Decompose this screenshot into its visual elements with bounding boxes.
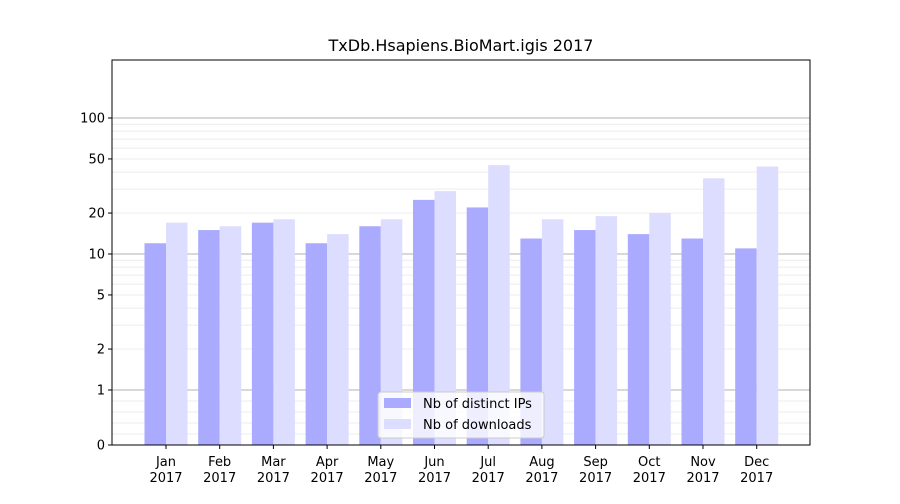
bar-downloads — [273, 219, 295, 445]
bar-ips — [735, 248, 757, 445]
x-tick-label-month: Nov — [690, 455, 716, 470]
bar-layer — [144, 165, 779, 446]
bar-downloads — [380, 219, 403, 445]
x-tick-label-year: 2017 — [633, 471, 666, 486]
x-tick-label-month: Feb — [208, 455, 231, 470]
x-tick-label-month: May — [367, 455, 394, 470]
chart-title: TxDb.Hsapiens.BioMart.igis 2017 — [328, 36, 594, 55]
bar-ips — [574, 230, 596, 445]
x-tick-label-month: Jul — [479, 455, 496, 470]
bar-ips — [681, 238, 703, 445]
y-axis: 0 1 2 5 10 20 50 100 — [80, 112, 112, 454]
y-tick-label: 50 — [88, 152, 105, 167]
legend-box — [377, 391, 545, 439]
x-tick-label-year: 2017 — [149, 471, 182, 486]
x-tick-label-month: Aug — [529, 455, 554, 470]
y-tick-label: 1 — [97, 384, 105, 399]
legend: Nb of distinct IPs Nb of downloads — [377, 391, 545, 439]
bar-ips — [359, 226, 381, 445]
x-tick-label-month: Mar — [261, 455, 286, 470]
legend-label: Nb of downloads — [423, 418, 532, 433]
y-tick-label: 100 — [80, 112, 105, 127]
x-tick-label-year: 2017 — [418, 471, 451, 486]
bar-ips — [144, 243, 166, 445]
bar-downloads — [541, 219, 564, 445]
y-tick-label: 0 — [97, 439, 105, 454]
bar-downloads — [649, 213, 671, 445]
x-tick-label-year: 2017 — [525, 471, 558, 486]
bar-ips — [413, 199, 435, 445]
x-axis: Jan2017Feb2017Mar2017Apr2017May2017Jun20… — [149, 445, 773, 486]
y-tick-label: 20 — [88, 207, 105, 222]
bar-downloads — [595, 216, 618, 445]
bar-downloads — [327, 234, 349, 445]
x-tick-label-year: 2017 — [579, 471, 612, 486]
legend-swatch — [384, 419, 411, 429]
y-tick-label: 5 — [97, 288, 105, 303]
legend-swatch — [384, 398, 411, 408]
x-tick-label-month: Jan — [155, 455, 176, 470]
bar-ips — [305, 243, 328, 445]
bar-ips — [466, 207, 489, 445]
x-tick-label-year: 2017 — [257, 471, 290, 486]
bar-downloads — [434, 191, 456, 445]
y-tick-label: 10 — [88, 248, 105, 263]
x-tick-label-year: 2017 — [364, 471, 397, 486]
x-tick-label-year: 2017 — [472, 471, 505, 486]
bar-downloads — [488, 165, 510, 446]
x-tick-label-year: 2017 — [686, 471, 719, 486]
plot-frame — [111, 59, 811, 446]
bar-ips — [627, 234, 650, 445]
x-tick-label-month: Sep — [583, 455, 608, 470]
bar-ips — [198, 230, 220, 445]
x-tick-label-month: Oct — [638, 455, 660, 470]
x-tick-label-month: Jun — [423, 455, 444, 470]
x-tick-label-month: Apr — [316, 455, 339, 470]
y-tick-label: 2 — [97, 343, 105, 358]
bar-downloads — [756, 166, 779, 446]
x-tick-label-year: 2017 — [311, 471, 344, 486]
bar-downloads — [219, 226, 242, 445]
x-tick-label-year: 2017 — [203, 471, 236, 486]
legend-label: Nb of distinct IPs — [423, 397, 532, 412]
bar-downloads — [166, 222, 188, 445]
bar-ips — [251, 222, 274, 445]
bar-downloads — [703, 178, 725, 445]
x-tick-label-year: 2017 — [740, 471, 773, 486]
x-tick-label-month: Dec — [744, 455, 769, 470]
